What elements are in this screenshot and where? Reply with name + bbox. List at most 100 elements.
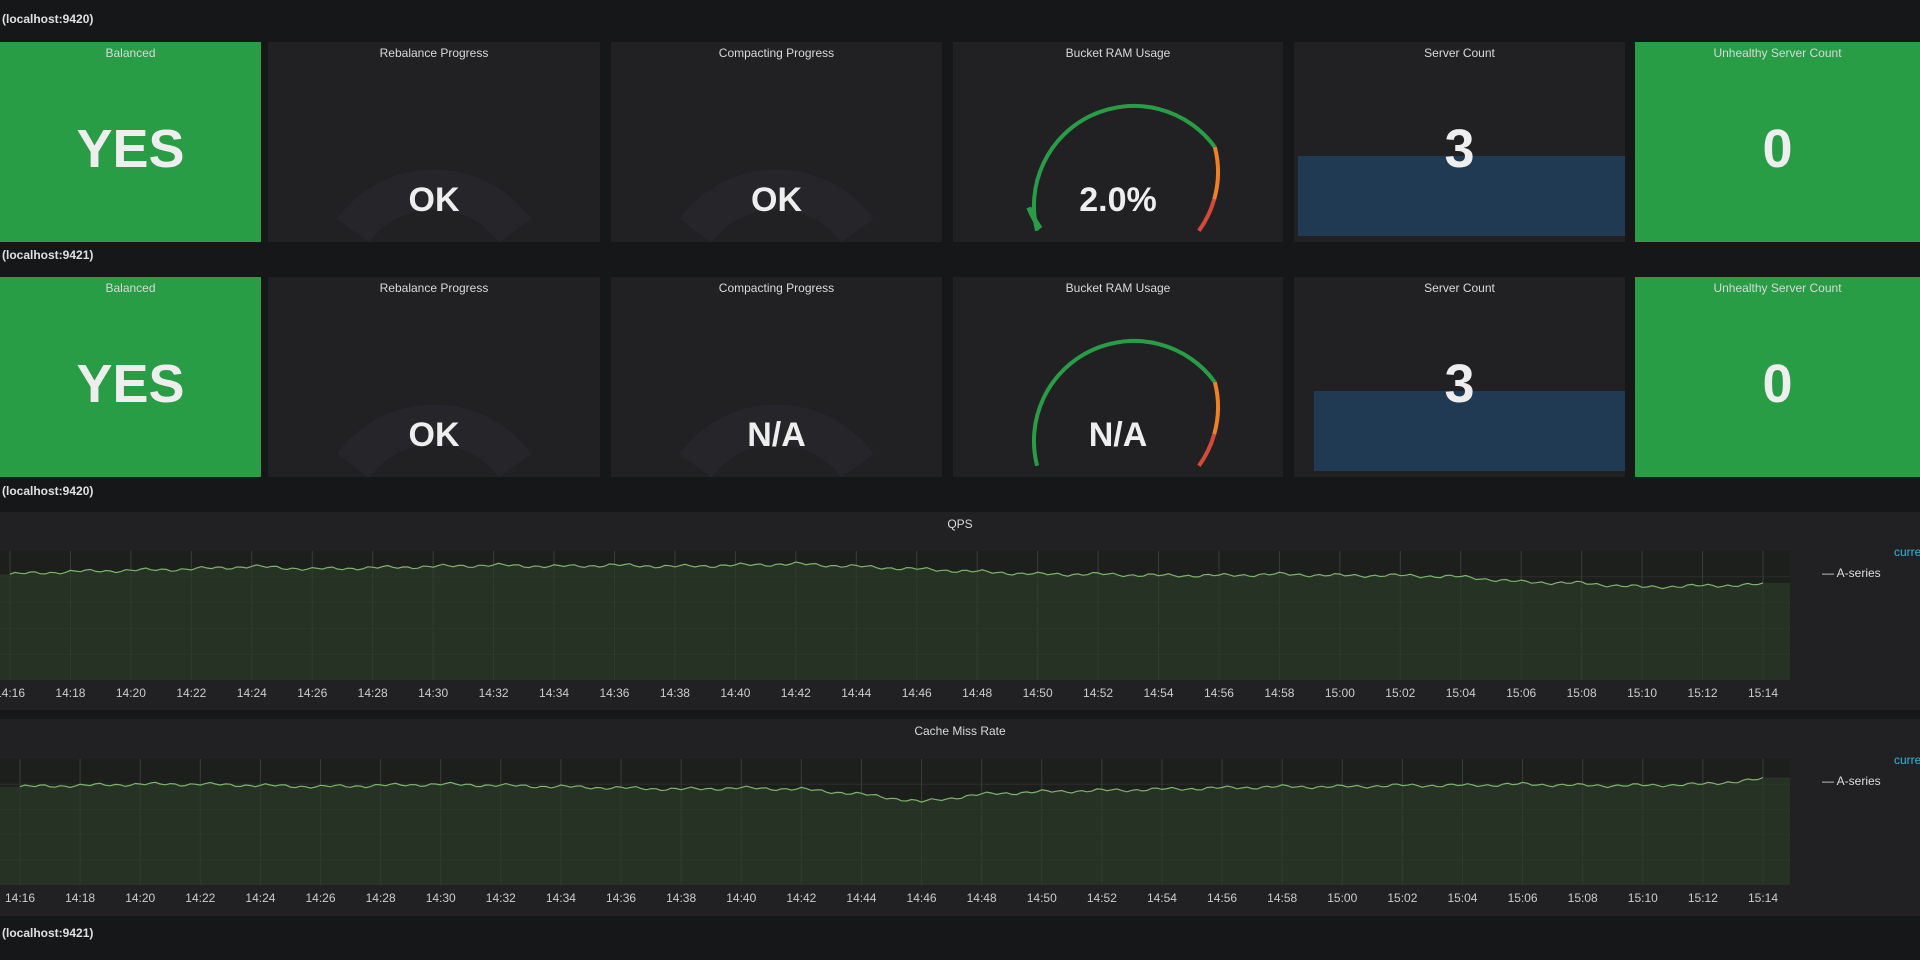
gauge-value-arc: [1026, 206, 1043, 230]
x-tick-label: 14:16: [0, 686, 25, 700]
x-tick-label: 14:40: [726, 891, 756, 905]
x-tick-label: 14:30: [426, 891, 456, 905]
x-tick-label: 15:04: [1447, 891, 1477, 905]
row-label[interactable]: (localhost:9420): [2, 484, 94, 498]
gauge-value: N/A: [747, 416, 806, 454]
server-count-bar: [1298, 156, 1625, 236]
x-tick-label: 14:52: [1083, 686, 1113, 700]
panel-title: Server Count: [1424, 281, 1495, 295]
gauge: [336, 404, 532, 477]
x-tick-label: 14:20: [116, 686, 146, 700]
panel-ram[interactable]: 2.0% Bucket RAM Usage: [953, 42, 1283, 242]
x-tick-label: 15:12: [1688, 686, 1718, 700]
x-tick-label: 14:32: [486, 891, 516, 905]
gauge: [1026, 103, 1220, 232]
series-line: [9, 561, 1764, 590]
x-tick-label: 14:34: [539, 686, 569, 700]
panel-title: Unhealthy Server Count: [1713, 46, 1842, 60]
panel-servers[interactable]: 3 Server Count: [1294, 277, 1625, 477]
x-tick-label: 14:22: [176, 686, 206, 700]
x-tick-label: 14:56: [1207, 891, 1237, 905]
panel-rebalance[interactable]: OK Rebalance Progress: [268, 42, 600, 242]
panel-title: Rebalance Progress: [379, 281, 489, 295]
x-tick-label: 14:24: [237, 686, 267, 700]
row-label[interactable]: (localhost:9421): [2, 248, 94, 262]
x-tick-label: 15:02: [1387, 891, 1417, 905]
x-tick-label: 14:46: [902, 686, 932, 700]
legend-header-current[interactable]: curre: [1894, 545, 1920, 559]
x-tick-label: 15:08: [1567, 686, 1597, 700]
legend-swatch: —: [1822, 774, 1837, 788]
x-tick-label: 14:38: [660, 686, 690, 700]
x-tick-label: 14:58: [1267, 891, 1297, 905]
server-count-bar: [1314, 391, 1625, 471]
x-tick-label: 14:28: [366, 891, 396, 905]
x-tick-label: 14:50: [1023, 686, 1053, 700]
panel-title: Server Count: [1424, 46, 1495, 60]
legend-header-current[interactable]: curre: [1894, 753, 1920, 767]
stat-value: YES: [76, 354, 185, 414]
x-tick-label: 15:08: [1568, 891, 1598, 905]
panel-title: Balanced: [105, 46, 156, 60]
panel-balanced[interactable]: YES Balanced: [0, 42, 261, 242]
gauge-value: 2.0%: [1079, 181, 1157, 219]
panel-servers[interactable]: 3 Server Count: [1294, 42, 1625, 242]
panel-unhealthy[interactable]: 0 Unhealthy Server Count: [1635, 42, 1920, 242]
gauge: [679, 169, 874, 242]
x-tick-label: 15:06: [1508, 891, 1538, 905]
gauge-value: OK: [408, 181, 460, 219]
panel-compacting[interactable]: N/A Compacting Progress: [611, 277, 942, 477]
x-tick-label: 14:42: [781, 686, 811, 700]
stat-value: 3: [1444, 119, 1475, 179]
x-tick-label: 14:54: [1147, 891, 1177, 905]
x-tick-label: 14:34: [546, 891, 576, 905]
graph-panel[interactable]: QPS 14:16 14:18 14:20 14:22 14:24 14:26 14:28 14…: [0, 512, 1920, 710]
x-tick-label: 14:26: [306, 891, 336, 905]
graph-title: Cache Miss Rate: [914, 724, 1006, 738]
x-tick-label: 14:36: [599, 686, 629, 700]
panel-ram[interactable]: N/A Bucket RAM Usage: [953, 277, 1283, 477]
series-area: [0, 562, 1790, 680]
x-tick-label: 14:48: [967, 891, 997, 905]
gauge: [1031, 338, 1220, 467]
x-tick-label: 14:32: [479, 686, 509, 700]
x-tick-label: 14:46: [907, 891, 937, 905]
x-tick-label: 14:48: [962, 686, 992, 700]
x-tick-label: 15:06: [1506, 686, 1536, 700]
panel-title: Rebalance Progress: [379, 46, 489, 60]
series-line: [19, 776, 1764, 803]
panel-title: Bucket RAM Usage: [1065, 46, 1171, 60]
gauge: [679, 404, 874, 477]
row-label[interactable]: (localhost:9421): [2, 926, 94, 940]
panel-title: Unhealthy Server Count: [1713, 281, 1842, 295]
graph-title: QPS: [947, 517, 973, 531]
x-tick-label: 14:22: [185, 891, 215, 905]
panel-compacting[interactable]: OK Compacting Progress: [611, 42, 942, 242]
panel-balanced[interactable]: YES Balanced: [0, 277, 261, 477]
x-tick-label: 14:44: [846, 891, 876, 905]
stat-value: 0: [1762, 119, 1793, 179]
panel-title: Compacting Progress: [718, 46, 835, 60]
stat-value: YES: [76, 119, 185, 179]
panel-title: Balanced: [105, 281, 156, 295]
graph-panel[interactable]: Cache Miss Rate 14:16 14:18 14:20 14:22 14:24…: [0, 719, 1920, 916]
row-label[interactable]: (localhost:9420): [2, 12, 94, 26]
x-tick-label: 15:02: [1385, 686, 1415, 700]
legend-label: A-series: [1836, 774, 1881, 788]
panel-title: Compacting Progress: [718, 281, 835, 295]
legend-swatch: —: [1822, 566, 1837, 580]
x-tick-label: 15:14: [1748, 686, 1778, 700]
x-tick-label: 14:16: [5, 891, 35, 905]
panel-unhealthy[interactable]: 0 Unhealthy Server Count: [1635, 277, 1920, 477]
x-tick-label: 14:26: [297, 686, 327, 700]
x-tick-label: 14:28: [358, 686, 388, 700]
legend-label: A-series: [1836, 566, 1881, 580]
x-tick-label: 14:38: [666, 891, 696, 905]
legend-item[interactable]: — A-series: [1822, 774, 1881, 788]
x-tick-label: 15:10: [1627, 686, 1657, 700]
legend-item[interactable]: — A-series: [1822, 566, 1881, 580]
panel-rebalance[interactable]: OK Rebalance Progress: [268, 277, 600, 477]
x-tick-label: 15:12: [1688, 891, 1718, 905]
x-tick-label: 14:30: [418, 686, 448, 700]
gauge-value: N/A: [1088, 416, 1148, 454]
